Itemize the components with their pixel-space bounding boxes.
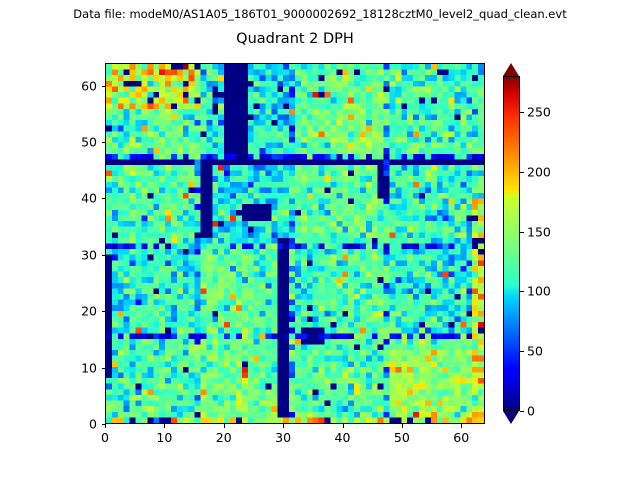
- x-tick-mark: [401, 424, 403, 428]
- y-tick-label: 0: [89, 416, 97, 432]
- x-tick-label: 50: [393, 430, 410, 445]
- y-tick-label: 60: [81, 78, 97, 94]
- page-title: Quadrant 2 DPH: [236, 31, 354, 47]
- y-tick-mark: [101, 311, 105, 313]
- colorbar-tick-mark: [520, 111, 524, 113]
- x-tick-mark: [223, 424, 225, 428]
- y-tick-mark: [101, 367, 105, 369]
- colorbar-tick-label: 100: [527, 283, 551, 299]
- colorbar-over-arrow-icon: [503, 63, 519, 76]
- x-tick-mark: [283, 424, 285, 428]
- colorbar-tick-mark: [520, 351, 524, 353]
- y-tick-label: 20: [81, 303, 97, 319]
- y-tick-mark: [101, 254, 105, 256]
- x-tick-label: 60: [453, 430, 470, 445]
- colorbar-body: [503, 76, 520, 411]
- x-tick-label: 10: [156, 430, 173, 445]
- y-tick-label: 30: [81, 247, 97, 263]
- colorbar-tick-mark: [520, 291, 524, 293]
- x-tick-label: 0: [101, 430, 109, 445]
- y-tick-mark: [101, 85, 105, 87]
- y-tick-mark: [101, 424, 105, 425]
- colorbar-tick-mark: [520, 411, 524, 412]
- x-tick-mark: [461, 424, 463, 428]
- y-tick-label: 40: [81, 190, 97, 206]
- colorbar-tick-mark: [520, 171, 524, 173]
- colorbar[interactable]: 0 50 100 150 200 250: [503, 63, 551, 424]
- data-file-suptitle: Data file: modeM0/AS1A05_186T01_90000026…: [73, 7, 567, 21]
- colorbar-under-arrow-icon: [503, 411, 519, 424]
- colorbar-gradient: [504, 77, 519, 410]
- x-tick-mark: [342, 424, 344, 428]
- colorbar-tick-label: 150: [527, 224, 551, 240]
- x-tick-mark: [105, 424, 106, 428]
- x-tick-label: 30: [275, 430, 292, 445]
- y-tick-label: 50: [81, 134, 97, 150]
- colorbar-tick-label: 50: [527, 343, 543, 359]
- x-tick-label: 20: [215, 430, 232, 445]
- colorbar-tick-label: 250: [527, 104, 551, 120]
- colorbar-tick-label: 0: [527, 403, 535, 419]
- y-tick-mark: [101, 141, 105, 143]
- detector-heatmap-image: [106, 64, 484, 423]
- y-tick-label: 10: [81, 360, 97, 376]
- colorbar-tick-label: 200: [527, 164, 551, 180]
- x-tick-mark: [164, 424, 166, 428]
- colorbar-tick-mark: [520, 231, 524, 233]
- x-tick-label: 40: [334, 430, 351, 445]
- y-tick-mark: [101, 198, 105, 200]
- heatmap-axes[interactable]: [105, 63, 485, 424]
